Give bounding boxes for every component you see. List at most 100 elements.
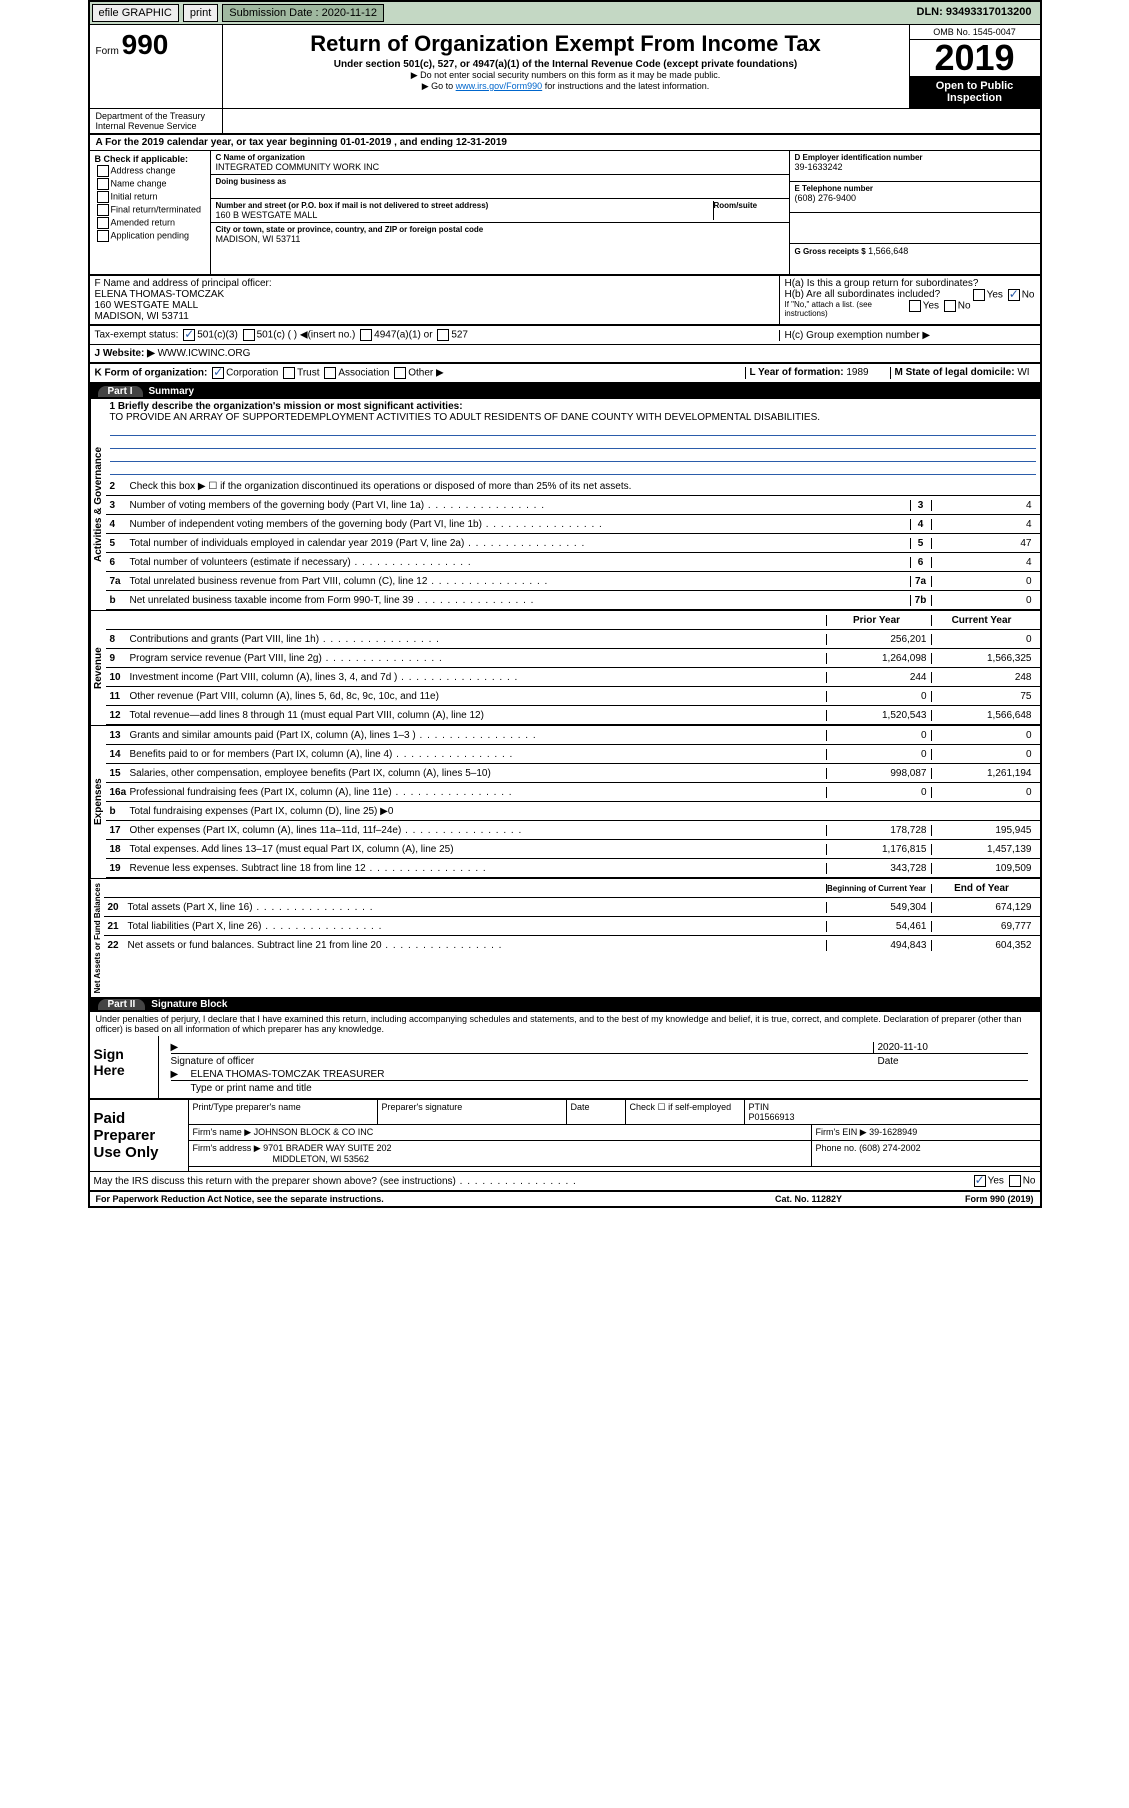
l7bv: 0 (932, 595, 1036, 606)
mission-q: 1 Briefly describe the organization's mi… (110, 401, 463, 412)
opt-addr[interactable]: Address change (111, 165, 176, 175)
org-addr: 160 B WESTGATE MALL (216, 210, 713, 220)
l16apy: 0 (826, 787, 932, 798)
l20n: 20 (108, 902, 128, 913)
dln-label: DLN: 93493317013200 (909, 2, 1040, 24)
firm-addr2: MIDDLETON, WI 53562 (273, 1154, 369, 1164)
hb-yes[interactable]: Yes (923, 301, 939, 312)
submission-date: Submission Date : 2020-11-12 (222, 4, 384, 22)
state-domicile: WI (1017, 367, 1029, 378)
firm-name: JOHNSON BLOCK & CO INC (254, 1127, 374, 1137)
ts-3[interactable]: 4947(a)(1) or (374, 330, 432, 341)
officer-sig-name: ELENA THOMAS-TOMCZAK TREASURER (191, 1069, 385, 1080)
l17py: 178,728 (826, 825, 932, 836)
hdr-eoy: End of Year (932, 883, 1036, 894)
form990-box: Form 990 (90, 25, 223, 108)
opt-pending[interactable]: Application pending (111, 230, 190, 240)
discuss-q: May the IRS discuss this return with the… (94, 1176, 916, 1187)
discuss-yes[interactable]: Yes (988, 1176, 1004, 1187)
ha-no[interactable]: No (1022, 290, 1035, 301)
l11n: 11 (110, 691, 130, 702)
sig-officer-lbl: Signature of officer (171, 1056, 878, 1067)
ptin: P01566913 (749, 1112, 795, 1122)
l4n: 4 (910, 519, 932, 530)
part1-tab: Part I (98, 386, 143, 397)
dept-2: Internal Revenue Service (96, 121, 216, 131)
hc-lbl: H(c) Group exemption number ▶ (779, 330, 1035, 341)
ha-yes[interactable]: Yes (987, 290, 1003, 301)
l14py: 0 (826, 749, 932, 760)
l11py: 0 (826, 691, 932, 702)
officer-addr1: 160 WESTGATE MALL (95, 300, 774, 311)
l20py: 549,304 (826, 902, 932, 913)
inspect-1: Open to Public (914, 80, 1036, 92)
firm-addr-lbl: Firm's address ▶ (193, 1143, 261, 1153)
firm-ein: 39-1628949 (869, 1127, 917, 1137)
l7bt: Net unrelated business taxable income fr… (130, 595, 910, 606)
k-o4[interactable]: Other ▶ (408, 368, 443, 379)
part1-title: Summary (149, 386, 195, 397)
prep-h1: Print/Type preparer's name (189, 1100, 378, 1124)
l15t: Salaries, other compensation, employee b… (130, 768, 826, 779)
org-city: MADISON, WI 53711 (216, 234, 784, 244)
opt-amended[interactable]: Amended return (111, 217, 176, 227)
l19cy: 109,509 (932, 863, 1036, 874)
paid-preparer-lbl: Paid Preparer Use Only (90, 1100, 189, 1171)
ts-1[interactable]: 501(c)(3) (197, 330, 238, 341)
l16acy: 0 (932, 787, 1036, 798)
discuss-no[interactable]: No (1023, 1176, 1036, 1187)
l16bn: b (110, 806, 130, 817)
part1-header: Part I Summary (90, 384, 1040, 399)
penalties-text: Under penalties of perjury, I declare th… (90, 1012, 1040, 1036)
opt-final[interactable]: Final return/terminated (111, 204, 202, 214)
prep-h5: PTIN (749, 1102, 770, 1112)
ts-4[interactable]: 527 (451, 330, 468, 341)
tax-year: 2019 (910, 40, 1040, 76)
l11cy: 75 (932, 691, 1036, 702)
l21n: 21 (108, 921, 128, 932)
form-number: 990 (122, 29, 169, 60)
phone-lbl: Phone no. (816, 1143, 857, 1153)
subtitle-3b: for instructions and the latest informat… (545, 81, 710, 91)
ein-lbl: Firm's EIN ▶ (816, 1127, 867, 1137)
prep-h2: Preparer's signature (378, 1100, 567, 1124)
k-o1[interactable]: Corporation (226, 368, 278, 379)
sign-date: 2020-11-10 (873, 1042, 1028, 1053)
opt-initial[interactable]: Initial return (111, 191, 158, 201)
vtab-exp: Expenses (90, 726, 106, 878)
hb-no[interactable]: No (958, 301, 971, 312)
hdr-py: Prior Year (826, 615, 932, 626)
l22cy: 604,352 (932, 940, 1036, 951)
form-title: Return of Organization Exempt From Incom… (227, 31, 905, 57)
l16bt: Total fundraising expenses (Part IX, col… (130, 806, 826, 817)
l18t: Total expenses. Add lines 13–17 (must eq… (130, 844, 826, 855)
l3v: 4 (932, 500, 1036, 511)
l17n: 17 (110, 825, 130, 836)
irs-link[interactable]: www.irs.gov/Form990 (456, 81, 543, 91)
k-o2[interactable]: Trust (297, 368, 319, 379)
gross-receipts: 1,566,648 (868, 246, 908, 256)
title-box: Return of Organization Exempt From Incom… (223, 25, 909, 108)
vtab-ag: Activities & Governance (90, 399, 106, 610)
k-o3[interactable]: Association (338, 368, 389, 379)
ts-2[interactable]: 501(c) ( ) ◀(insert no.) (257, 330, 356, 341)
ein: 39-1633242 (795, 162, 1035, 172)
l14t: Benefits paid to or for members (Part IX… (130, 749, 826, 760)
hdr-cy: Current Year (932, 615, 1036, 626)
opt-name[interactable]: Name change (111, 178, 167, 188)
sig-name-lbl: Type or print name and title (191, 1083, 1008, 1094)
l12cy: 1,566,648 (932, 710, 1036, 721)
l14n: 14 (110, 749, 130, 760)
k-lbl: K Form of organization: (95, 368, 208, 379)
box-b-title: B Check if applicable: (95, 154, 205, 164)
print-button[interactable]: print (183, 4, 218, 22)
box-c: C Name of organization INTEGRATED COMMUN… (211, 151, 789, 274)
l22n: 22 (108, 940, 128, 951)
vtab-rev: Revenue (90, 611, 106, 725)
efile-label: efile GRAPHIC (92, 4, 179, 22)
org-name: INTEGRATED COMMUNITY WORK INC (216, 162, 784, 172)
website: WWW.ICWINC.ORG (158, 348, 251, 359)
l16at: Professional fundraising fees (Part IX, … (130, 787, 826, 798)
l18py: 1,176,815 (826, 844, 932, 855)
l18cy: 1,457,139 (932, 844, 1036, 855)
